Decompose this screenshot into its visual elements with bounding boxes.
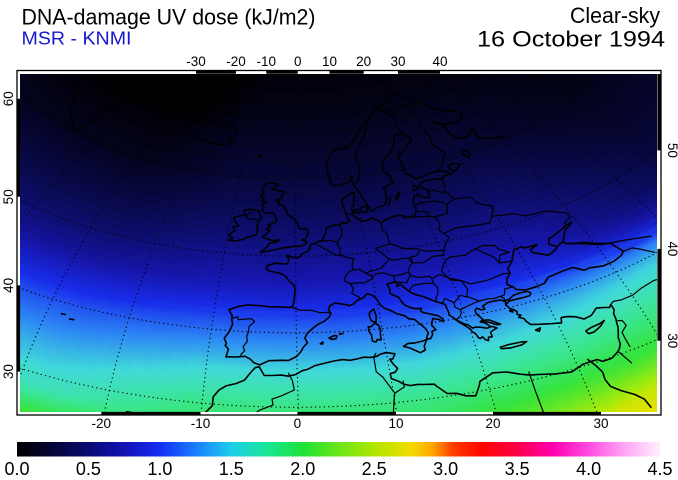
svg-text:-30: -30 bbox=[186, 54, 206, 69]
svg-text:1.5: 1.5 bbox=[219, 459, 244, 479]
svg-text:20: 20 bbox=[356, 54, 371, 69]
svg-text:-10: -10 bbox=[257, 54, 277, 69]
svg-text:40: 40 bbox=[432, 54, 447, 69]
svg-text:DNA-damage UV dose (kJ/m2): DNA-damage UV dose (kJ/m2) bbox=[22, 4, 316, 29]
svg-text:2.0: 2.0 bbox=[290, 459, 315, 479]
svg-text:30: 30 bbox=[1, 364, 16, 379]
svg-text:10: 10 bbox=[322, 54, 337, 69]
svg-text:30: 30 bbox=[665, 333, 678, 348]
svg-text:0: 0 bbox=[294, 54, 302, 69]
svg-text:-20: -20 bbox=[226, 54, 246, 69]
svg-text:16 October 1994: 16 October 1994 bbox=[477, 26, 665, 51]
svg-text:30: 30 bbox=[390, 54, 405, 69]
svg-text:30: 30 bbox=[593, 416, 608, 431]
svg-text:10: 10 bbox=[388, 416, 403, 431]
svg-text:50: 50 bbox=[1, 189, 16, 204]
svg-text:3.0: 3.0 bbox=[433, 459, 458, 479]
svg-text:60: 60 bbox=[1, 91, 16, 106]
svg-text:20: 20 bbox=[485, 416, 500, 431]
svg-text:MSR - KNMI: MSR - KNMI bbox=[22, 28, 132, 48]
svg-text:2.5: 2.5 bbox=[362, 459, 387, 479]
svg-text:-10: -10 bbox=[191, 416, 211, 431]
svg-text:40: 40 bbox=[665, 241, 678, 256]
svg-text:4.0: 4.0 bbox=[576, 459, 601, 479]
svg-text:4.5: 4.5 bbox=[647, 459, 672, 479]
svg-text:40: 40 bbox=[1, 278, 16, 293]
svg-text:1.0: 1.0 bbox=[147, 459, 172, 479]
svg-text:-20: -20 bbox=[92, 416, 112, 431]
svg-text:0.5: 0.5 bbox=[76, 459, 101, 479]
svg-text:50: 50 bbox=[665, 143, 678, 158]
svg-text:3.5: 3.5 bbox=[505, 459, 530, 479]
svg-text:0.0: 0.0 bbox=[4, 459, 29, 479]
svg-text:0: 0 bbox=[294, 416, 302, 431]
svg-text:Clear-sky: Clear-sky bbox=[570, 3, 660, 28]
